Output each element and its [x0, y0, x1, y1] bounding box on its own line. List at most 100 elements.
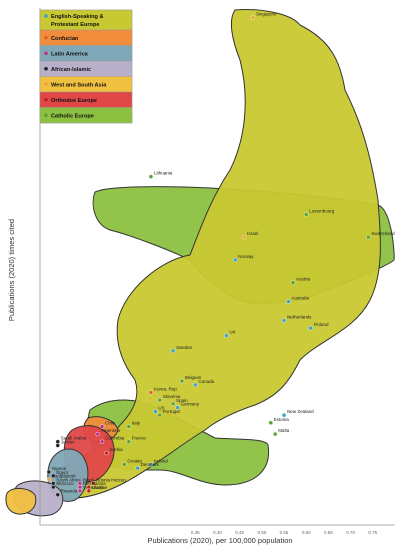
data-point-label: New Zealand — [287, 409, 314, 414]
data-point-label: Lithuania — [154, 171, 173, 176]
legend-label: English-Speaking & — [51, 14, 104, 20]
x-tick-label: 0.70 — [346, 530, 355, 535]
legend: English-Speaking & Protestant Europe Confu… — [39, 9, 133, 124]
data-point-label: Colombia — [105, 436, 125, 441]
x-tick-label: 0.60 — [302, 530, 311, 535]
data-point — [51, 484, 56, 490]
data-point — [148, 390, 154, 395]
data-point — [99, 424, 105, 429]
x-axis-label: Publications (2020), per 100,000 populat… — [147, 536, 292, 545]
data-point-label: Switzerland — [371, 231, 395, 236]
data-point-label: France — [132, 436, 147, 441]
legend-marker — [44, 66, 48, 71]
data-point-label: Singapore — [256, 12, 277, 17]
data-point-label: Canada — [198, 379, 214, 384]
data-point-label: Ireland — [154, 458, 168, 463]
data-point — [153, 409, 158, 414]
x-tick-label: 0.50 — [257, 530, 266, 535]
data-point-label: Morocco — [56, 481, 74, 486]
data-point-label: Spain — [176, 398, 188, 403]
data-point — [157, 397, 163, 403]
region-english-protestant — [54, 9, 381, 499]
data-point — [366, 235, 371, 240]
data-point-label: Egypt — [56, 470, 68, 475]
data-point — [233, 257, 238, 263]
legend-swatch — [39, 107, 133, 124]
legend-label: African-Islamic — [51, 67, 91, 73]
data-point-label: Finland — [314, 322, 329, 327]
data-point-label: Rwanda — [61, 489, 78, 494]
data-point — [86, 484, 92, 490]
data-point — [281, 412, 287, 418]
data-point-label: Saudi Arabia — [61, 436, 87, 441]
data-point — [148, 462, 154, 467]
data-point-label: Belgium — [185, 375, 202, 380]
data-point-label: Portugal — [163, 409, 180, 414]
data-point-label: Germany — [181, 402, 200, 407]
data-point — [224, 333, 229, 338]
data-point — [286, 299, 291, 304]
data-point — [170, 401, 176, 407]
data-point — [126, 424, 131, 429]
data-point — [99, 439, 105, 444]
data-point — [86, 488, 92, 494]
data-point-label: Australia — [292, 296, 310, 301]
data-point — [77, 488, 83, 494]
data-point — [250, 15, 256, 20]
data-point-label: Brazil — [83, 477, 94, 482]
x-tick-label: 0.75 — [368, 530, 377, 535]
data-point-label: Mexico — [83, 481, 98, 486]
data-point — [77, 481, 83, 486]
data-point-label: South Africa — [56, 477, 81, 482]
x-tick-labels: 0.35 0.40 0.45 0.50 0.55 0.60 0.65 0.70 0.75 — [191, 530, 378, 535]
data-point — [77, 484, 83, 490]
data-point-label: Austria — [296, 277, 311, 282]
data-point — [148, 174, 154, 179]
data-point-label: Denmark — [141, 462, 160, 467]
data-point — [179, 378, 185, 384]
x-tick-label: 0.55 — [280, 530, 289, 535]
data-point-label: Malta — [278, 428, 290, 433]
data-point-label: Netherlands — [287, 315, 312, 320]
legend-label: Protestant Europe — [51, 22, 100, 28]
data-point — [135, 465, 140, 471]
legend-label: Orthodox Europe — [51, 98, 97, 104]
legend-marker — [44, 97, 48, 102]
data-point-label: Venezuela — [83, 485, 105, 490]
data-point-label: UK — [229, 330, 235, 335]
data-point-label: Nigeria — [52, 466, 67, 471]
data-point — [281, 318, 287, 323]
legend-marker — [44, 51, 48, 56]
data-point — [157, 412, 163, 418]
data-point — [126, 439, 131, 444]
legend-marker — [44, 82, 48, 87]
data-point — [122, 462, 127, 467]
legend-label: Latin America — [51, 51, 89, 57]
data-points: Singapore Lithuania Luxembourg Switzerland I… — [46, 12, 395, 497]
data-point-label: Chile — [105, 421, 116, 426]
data-point — [95, 431, 100, 437]
legend-label: Catholic Europe — [51, 113, 94, 119]
x-tick-label: 0.40 — [213, 530, 222, 535]
y-axis-label: Publications (2020) times cited — [7, 219, 16, 321]
data-point-label: Norway — [238, 254, 254, 259]
legend-marker — [44, 14, 48, 18]
data-point — [104, 450, 109, 456]
data-point — [193, 382, 198, 388]
data-point-label: Sweden — [176, 345, 193, 350]
region-west-south-asia — [5, 487, 37, 515]
x-tick-label: 0.45 — [235, 530, 244, 535]
data-point — [55, 443, 60, 448]
data-point-label: Bangladesh — [52, 474, 76, 479]
data-point-label: Argentina — [101, 428, 121, 433]
data-point-label: Italy — [132, 421, 141, 426]
x-tick-label: 0.65 — [324, 530, 333, 535]
data-point-label: Croatia — [127, 458, 142, 463]
data-point — [55, 439, 60, 444]
data-point — [272, 431, 278, 437]
data-point — [308, 325, 313, 331]
data-point — [46, 477, 52, 482]
data-point-label: Luxembourg — [309, 208, 335, 213]
data-point-label: US — [158, 405, 164, 410]
